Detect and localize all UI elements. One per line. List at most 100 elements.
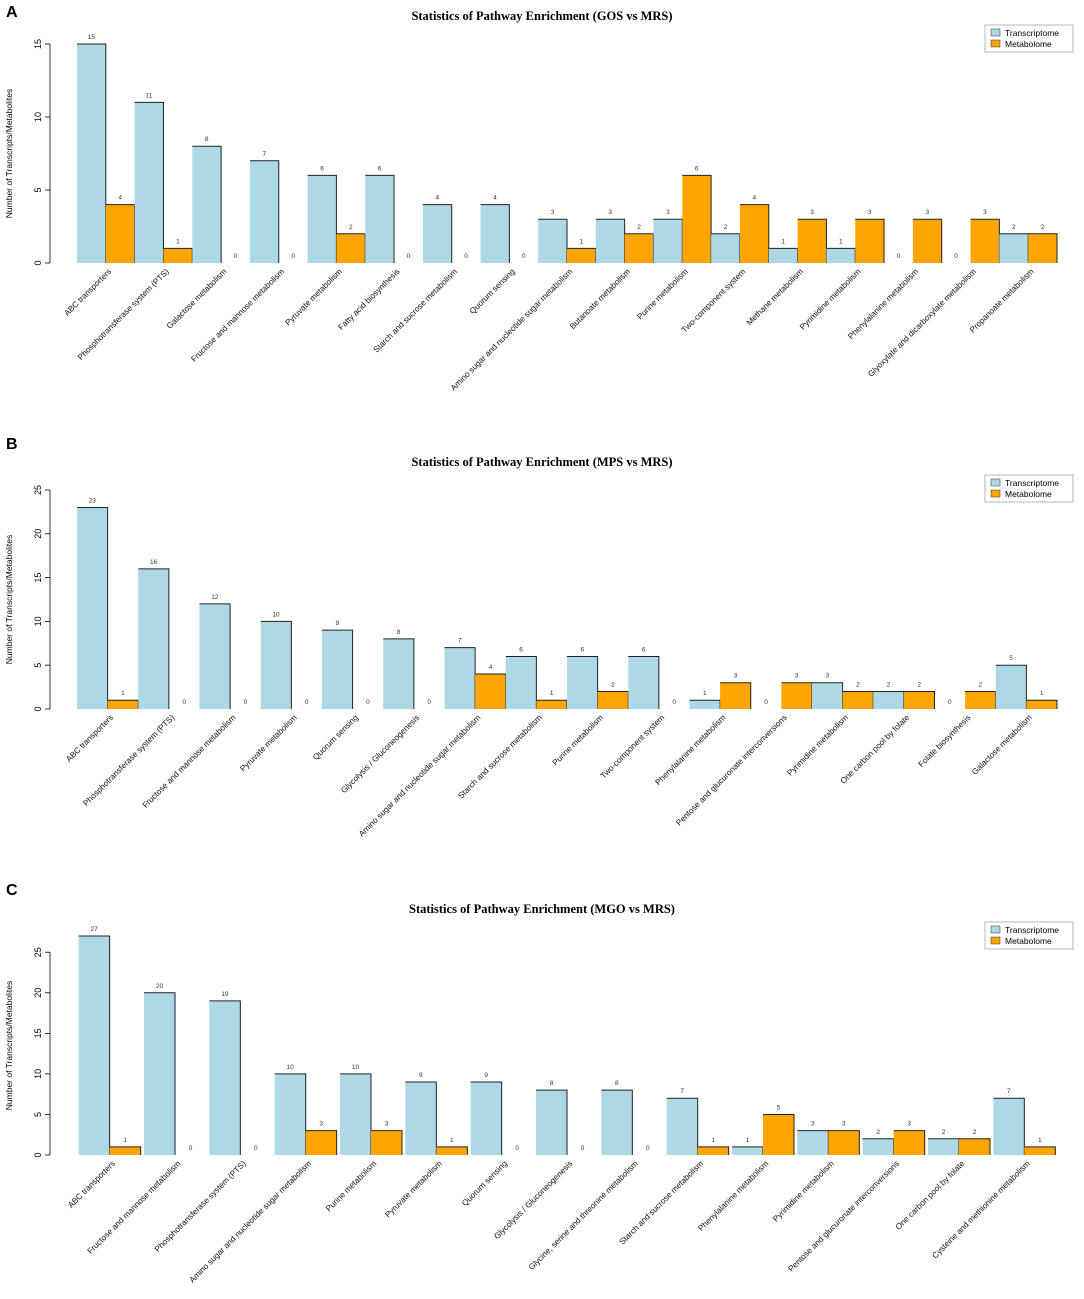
metabolome-bar <box>163 248 193 263</box>
bar-outline <box>697 1146 730 1155</box>
y-tick-label: 10 <box>33 616 43 626</box>
category-label: ABC transporters <box>66 1159 117 1210</box>
transcriptome-bar <box>666 1098 698 1155</box>
bar-outline <box>711 233 741 263</box>
category-label: Amino sugar and nucleotide sugar metabol… <box>188 1159 314 1285</box>
category-label: Butanoate metabolism <box>568 267 632 331</box>
metabolome-bar <box>893 1130 925 1155</box>
transcriptome-value-label: 23 <box>89 498 97 505</box>
metabolome-value-label: 0 <box>522 253 526 260</box>
transcriptome-value-label: 7 <box>680 1088 684 1095</box>
y-tick-label: 15 <box>33 573 43 583</box>
transcriptome-bar <box>480 204 510 263</box>
category-label: Fatty acid biosynthesis <box>337 267 402 332</box>
transcriptome-value-label: 10 <box>352 1064 360 1071</box>
transcriptome-bar <box>444 647 476 709</box>
panel-b: B Statistics of Pathway Enrichment (MPS … <box>0 432 1084 878</box>
metabolome-bar <box>305 1130 337 1155</box>
transcriptome-value-label: 20 <box>156 983 164 990</box>
chart-b: Statistics of Pathway Enrichment (MPS vs… <box>4 455 1074 838</box>
legend-swatch-transcriptome <box>990 478 1001 487</box>
bar-outline <box>192 145 222 263</box>
metabolome-value-label: 0 <box>244 699 248 706</box>
category-label: Phenylalanine metabolism <box>696 1159 770 1233</box>
legend-label-metabolome: Metabolome <box>1005 936 1052 946</box>
metabolome-value-label: 3 <box>925 209 929 216</box>
transcriptome-value-label: 10 <box>272 611 280 618</box>
transcriptome-bar <box>538 219 567 263</box>
metabolome-value-label: 3 <box>385 1121 389 1128</box>
transcriptome-value-label: 15 <box>88 34 96 41</box>
y-tick-label: 5 <box>33 187 43 192</box>
transcriptome-value-label: 0 <box>897 253 901 260</box>
metabolome-value-label: 1 <box>711 1137 715 1144</box>
bar-outline <box>199 603 231 709</box>
metabolome-bar <box>797 219 827 263</box>
panel-label: C <box>6 882 18 899</box>
transcriptome-bar <box>192 146 222 263</box>
bar-outline <box>595 218 626 263</box>
bar-outline <box>1028 233 1058 263</box>
category-label: Galactose metabolism <box>165 267 229 331</box>
metabolome-bar <box>965 691 996 709</box>
category-label: Pyrimidine metabolism <box>785 713 850 778</box>
transcriptome-bar <box>732 1146 763 1155</box>
metabolome-value-label: 5 <box>777 1104 781 1111</box>
category-label: Pyrimidine metabolism <box>771 1159 836 1224</box>
metabolome-bar <box>720 682 751 709</box>
metabolome-bar <box>1024 1146 1056 1155</box>
transcriptome-value-label: 19 <box>221 991 229 998</box>
y-tick-label: 5 <box>33 1112 43 1117</box>
transcriptome-bar <box>995 665 1027 709</box>
panel-a: A Statistics of Pathway Enrichment (GOS … <box>0 0 1084 432</box>
category-label: Purine metabolism <box>635 267 689 321</box>
metabolome-bar <box>855 219 885 263</box>
legend-swatch-metabolome <box>990 489 1001 498</box>
bar-outline <box>470 1081 503 1155</box>
metabolome-value-label: 2 <box>973 1129 977 1136</box>
metabolome-value-label: 2 <box>917 681 921 688</box>
legend-label-metabolome: Metabolome <box>1005 39 1052 49</box>
bar-outline <box>720 682 752 709</box>
transcriptome-bar <box>77 507 108 709</box>
bar-outline <box>134 101 164 263</box>
transcriptome-bar <box>711 233 740 263</box>
metabolome-bar <box>1026 700 1057 709</box>
metabolome-bar <box>436 1146 468 1155</box>
transcriptome-value-label: 1 <box>781 238 785 245</box>
metabolome-value-label: 3 <box>810 209 814 216</box>
metabolome-value-label: 2 <box>979 681 983 688</box>
y-tick-label: 0 <box>33 260 43 265</box>
legend-label-transcriptome: Transcriptome <box>1005 478 1059 488</box>
transcriptome-value-label: 3 <box>608 209 612 216</box>
metabolome-value-label: 0 <box>581 1145 585 1152</box>
metabolome-bar <box>475 673 506 709</box>
transcriptome-value-label: 3 <box>551 209 555 216</box>
bar-outline <box>274 1073 307 1155</box>
panel-label: A <box>6 4 18 21</box>
metabolome-value-label: 2 <box>1041 224 1045 231</box>
bar-outline <box>249 160 280 263</box>
metabolome-bar <box>1028 233 1057 263</box>
transcriptome-bar <box>797 1130 829 1155</box>
category-label: Galactose metabolism <box>970 713 1034 777</box>
metabolome-value-label: 0 <box>291 253 295 260</box>
y-tick-label: 20 <box>33 988 43 998</box>
category-label: Phenylalanine metabolism <box>654 713 728 787</box>
transcriptome-value-label: 7 <box>1007 1088 1011 1095</box>
metabolome-bar <box>912 219 942 263</box>
category-label: ABC transporters <box>62 267 113 318</box>
metabolome-bar <box>597 691 629 709</box>
bar-outline <box>405 1081 437 1155</box>
bar-outline <box>480 204 510 263</box>
metabolome-value-label: 0 <box>182 699 186 706</box>
bar-outline <box>628 655 660 709</box>
metabolome-value-label: 1 <box>550 690 554 697</box>
transcriptome-bar <box>812 682 843 709</box>
transcriptome-bar <box>365 175 395 263</box>
transcriptome-bar <box>595 219 625 263</box>
chart-c: Statistics of Pathway Enrichment (MGO vs… <box>4 902 1074 1285</box>
category-label: Glyoxylate and dicarboxylate metabolism <box>866 267 978 379</box>
metabolome-value-label: 0 <box>407 253 411 260</box>
transcriptome-bar <box>567 656 598 709</box>
